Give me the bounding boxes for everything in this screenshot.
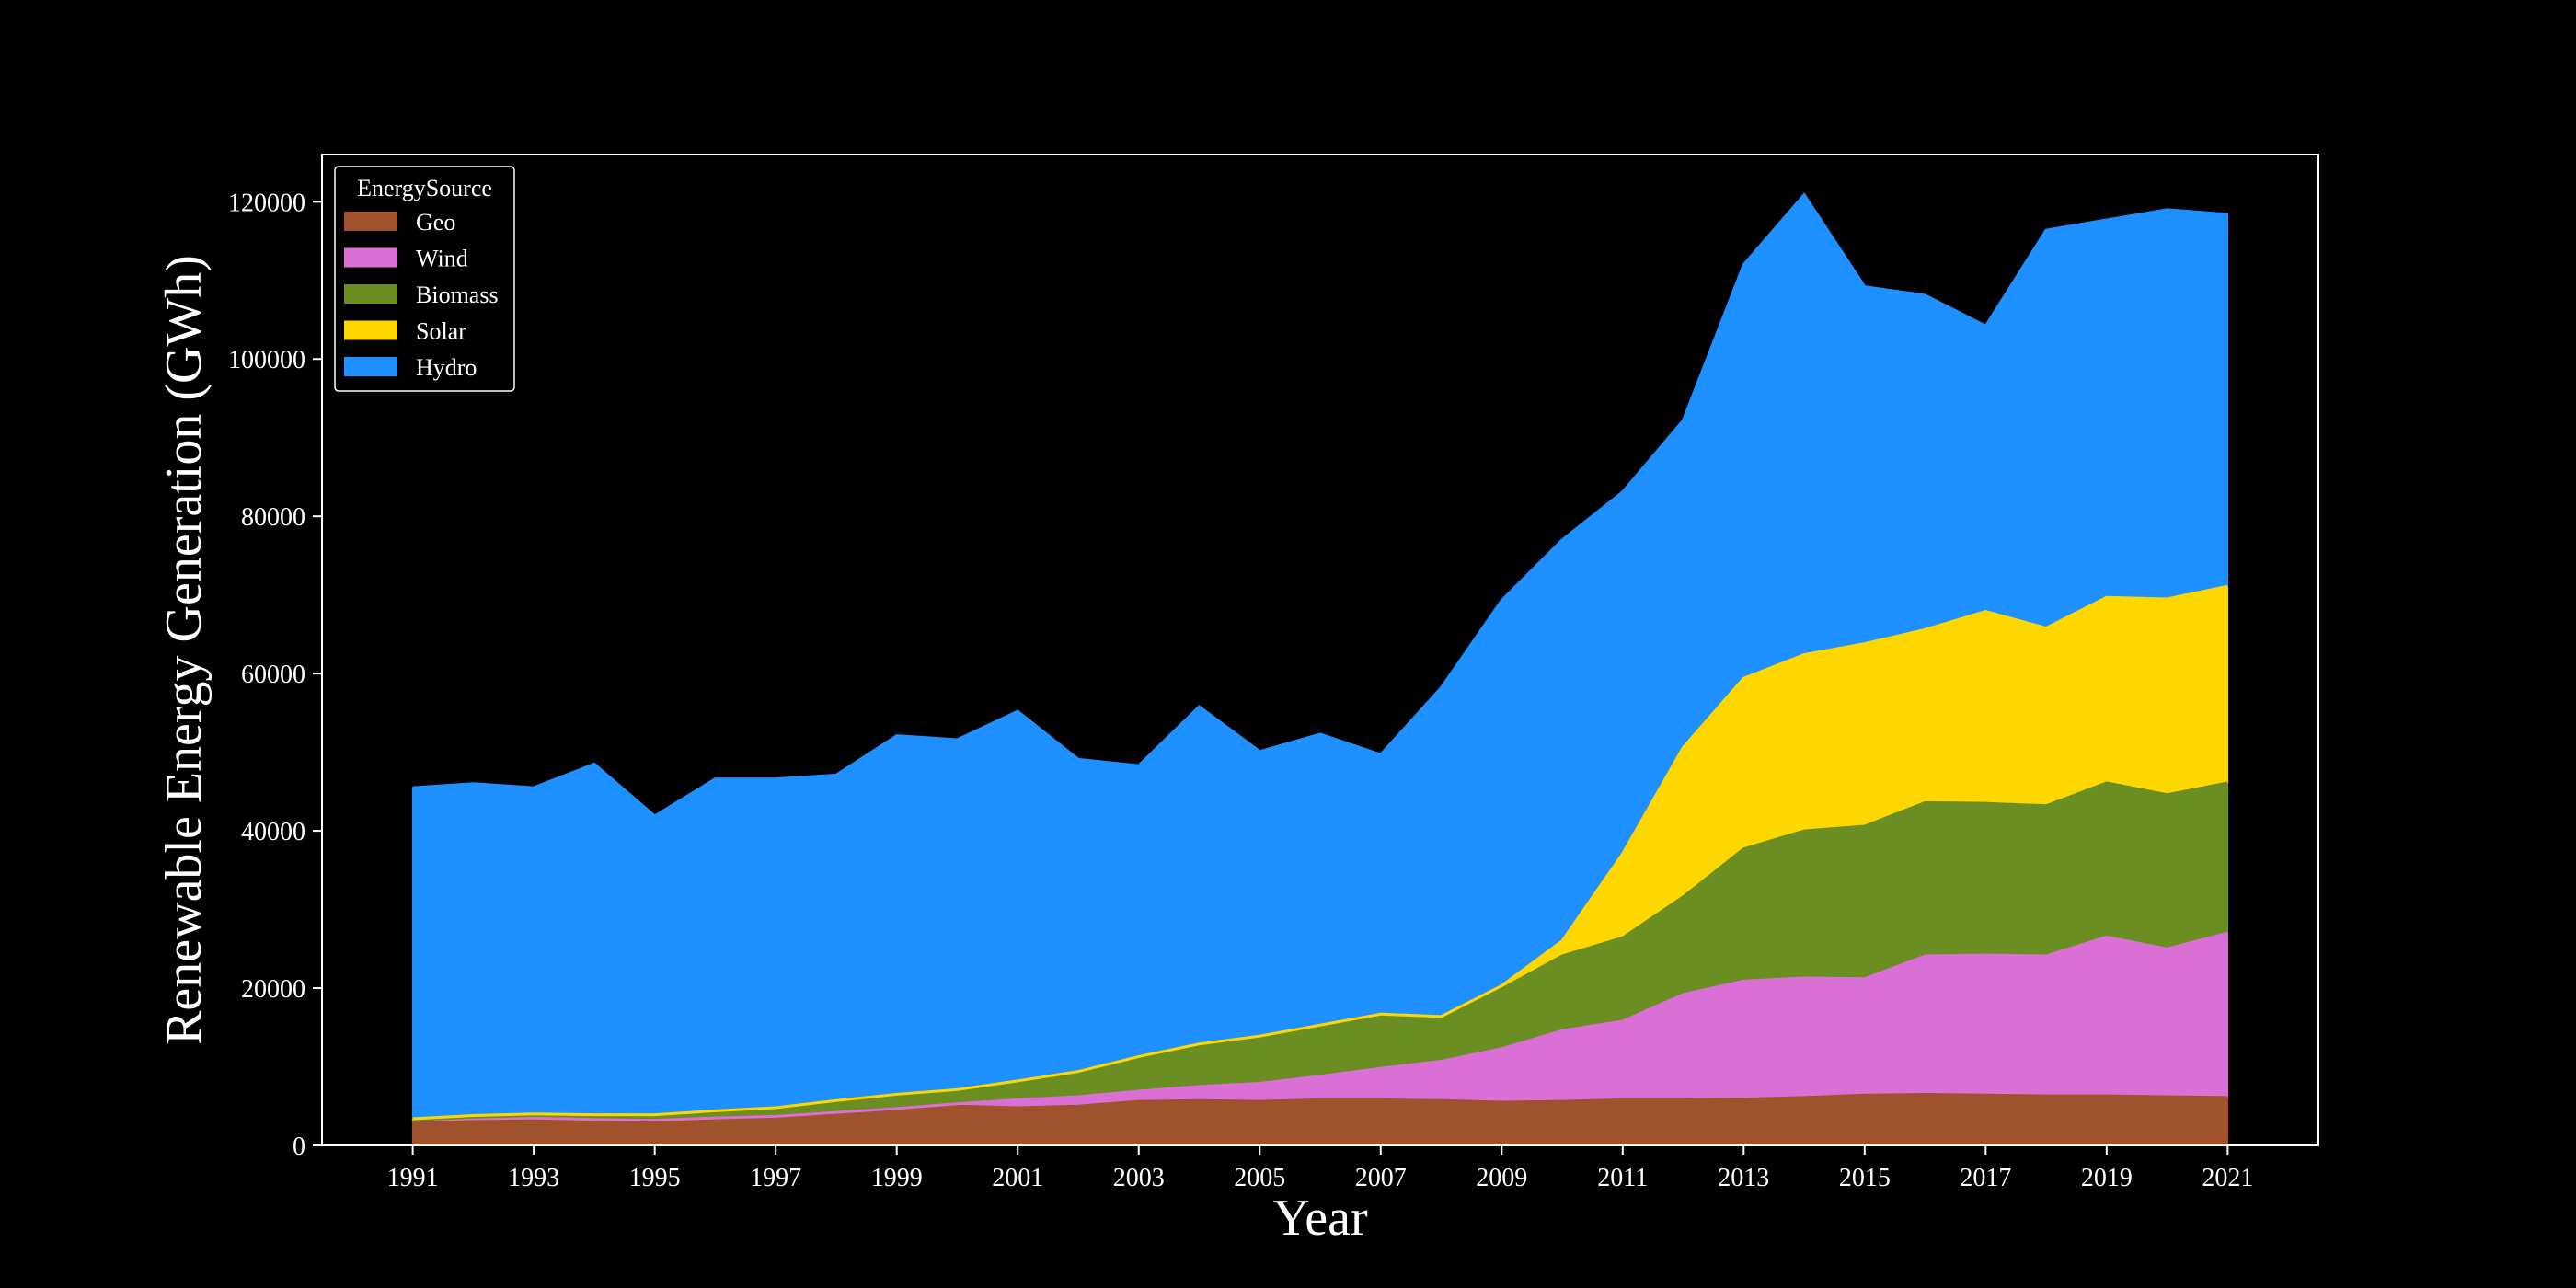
y-tick-label: 20000 bbox=[241, 975, 305, 1004]
x-tick-label: 1995 bbox=[629, 1164, 681, 1192]
x-tick-label: 2013 bbox=[1718, 1164, 1769, 1192]
legend: EnergySource Geo Wind Biomass Solar Hydro bbox=[334, 166, 515, 392]
legend-label-hydro: Hydro bbox=[416, 354, 477, 381]
legend-swatch-biomass bbox=[344, 284, 397, 304]
x-axis: 1991 1993 1995 1997 1999 2001 2003 2005 2007 2009… bbox=[387, 1145, 2253, 1192]
x-tick-label: 2017 bbox=[1960, 1164, 2011, 1192]
legend-label-biomass: Biomass bbox=[416, 282, 499, 308]
edge-layer bbox=[412, 192, 2228, 1122]
legend-swatch-hydro bbox=[344, 357, 397, 376]
x-tick-label: 2007 bbox=[1355, 1164, 1407, 1192]
area-edge-wind bbox=[412, 931, 2228, 1122]
x-tick-label: 1991 bbox=[387, 1164, 439, 1192]
x-tick-label: 2009 bbox=[1476, 1164, 1527, 1192]
legend-swatch-solar bbox=[344, 320, 397, 340]
y-tick-label: 120000 bbox=[228, 189, 305, 217]
y-tick-label: 100000 bbox=[228, 346, 305, 374]
area-edge-solar bbox=[412, 584, 2228, 1121]
x-tick-label: 2003 bbox=[1113, 1164, 1165, 1192]
plot-frame bbox=[321, 154, 2319, 1146]
legend-label-wind: Wind bbox=[416, 246, 468, 272]
y-tick-label: 80000 bbox=[241, 503, 305, 532]
y-axis: 0 20000 40000 60000 80000 100000 120000 bbox=[228, 189, 322, 1161]
x-tick-label: 1999 bbox=[871, 1164, 923, 1192]
x-tick-label: 2001 bbox=[992, 1164, 1043, 1192]
legend-swatch-wind bbox=[344, 247, 397, 268]
x-tick-label: 2005 bbox=[1234, 1164, 1285, 1192]
y-tick-label: 60000 bbox=[241, 661, 305, 689]
x-axis-label: Year bbox=[1272, 1190, 1368, 1247]
y-axis-label: Renewable Energy Generation (GWh) bbox=[155, 255, 213, 1045]
legend-label-geo: Geo bbox=[416, 209, 455, 236]
area-edge-biomass bbox=[412, 781, 2228, 1122]
legend-items: Geo Wind Biomass Solar Hydro bbox=[344, 209, 499, 381]
x-tick-label: 2021 bbox=[2202, 1164, 2253, 1192]
legend-swatch-geo bbox=[344, 212, 397, 231]
area-edge-hydro bbox=[412, 192, 2228, 818]
x-tick-label: 2011 bbox=[1597, 1164, 1648, 1192]
x-tick-label: 1997 bbox=[750, 1164, 801, 1192]
area-layer bbox=[411, 193, 2229, 1146]
x-tick-label: 2015 bbox=[1839, 1164, 1891, 1192]
legend-title: EnergySource bbox=[357, 175, 492, 201]
x-tick-label: 1993 bbox=[508, 1164, 559, 1192]
y-tick-label: 0 bbox=[293, 1133, 305, 1161]
legend-label-solar: Solar bbox=[416, 318, 466, 345]
y-tick-label: 40000 bbox=[241, 818, 305, 846]
x-tick-label: 2019 bbox=[2081, 1164, 2133, 1192]
